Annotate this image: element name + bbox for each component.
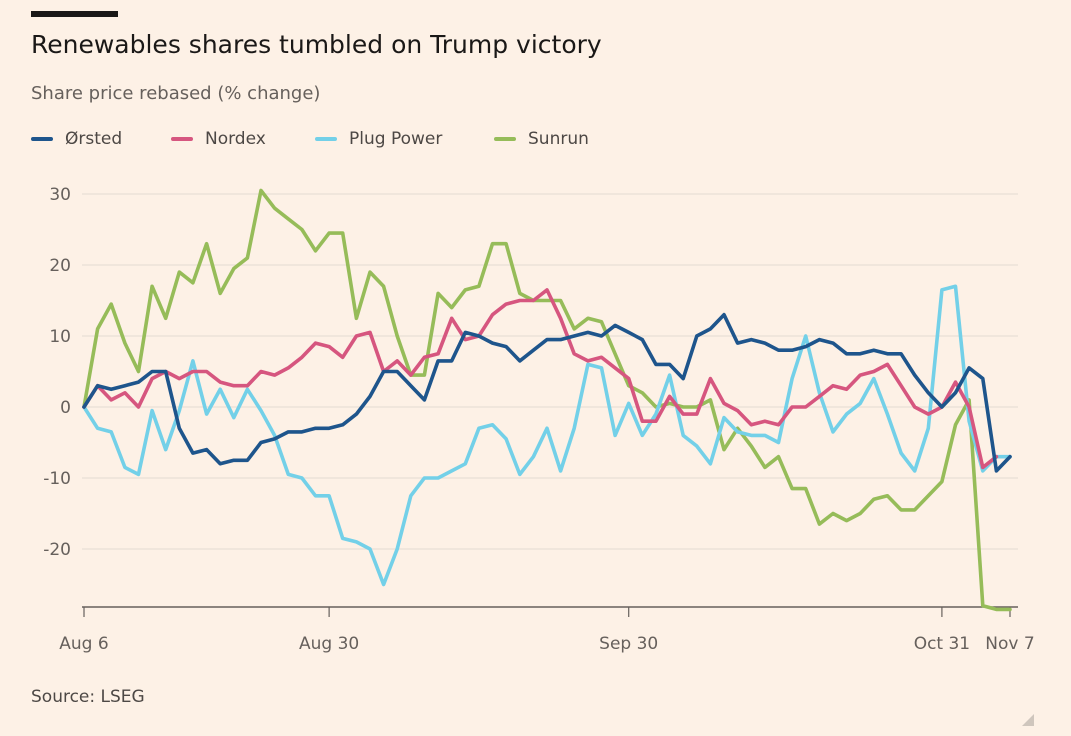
chart-subtitle: Share price rebased (% change) — [31, 83, 321, 104]
legend-label-sunrun: Sunrun — [528, 129, 589, 149]
legend-label-nordex: Nordex — [205, 129, 266, 149]
y-tick-label: 30 — [49, 185, 71, 205]
chart-title: Renewables shares tumbled on Trump victo… — [31, 30, 602, 59]
series-line-orsted — [82, 312, 1012, 473]
header-rule — [31, 11, 118, 17]
x-tick-label: Oct 31 — [914, 634, 970, 654]
x-tick-label: Aug 30 — [299, 634, 359, 654]
x-tick-label: Aug 6 — [59, 634, 108, 654]
legend-item-plug-power: Plug Power — [315, 127, 442, 151]
y-tick-label: -10 — [43, 469, 71, 489]
series-line-nordex — [82, 288, 999, 470]
series-line-plug-power — [82, 284, 1012, 587]
series-line-sunrun — [82, 188, 1012, 612]
y-tick-label: -20 — [43, 540, 71, 560]
legend-item-nordex: Nordex — [171, 127, 266, 151]
y-tick-label: 10 — [49, 327, 71, 347]
legend-label-orsted: Ørsted — [65, 129, 123, 149]
legend-swatch-nordex — [171, 137, 193, 141]
y-tick-label: 20 — [49, 256, 71, 276]
legend-label-plug-power: Plug Power — [349, 129, 443, 149]
legend-swatch-sunrun — [494, 137, 516, 141]
legend: Ørsted Nordex Plug Power Sunrun — [31, 127, 651, 151]
legend-item-sunrun: Sunrun — [494, 127, 589, 151]
y-tick-label: 0 — [60, 398, 71, 418]
legend-swatch-orsted — [31, 137, 53, 141]
x-tick-label: Nov 7 — [985, 634, 1034, 654]
legend-item-orsted: Ørsted — [31, 127, 122, 151]
x-tick-label: Sep 30 — [599, 634, 658, 654]
source-note: Source: LSEG — [31, 687, 145, 707]
resize-corner-icon — [1022, 714, 1034, 726]
legend-swatch-plug-power — [315, 137, 337, 141]
